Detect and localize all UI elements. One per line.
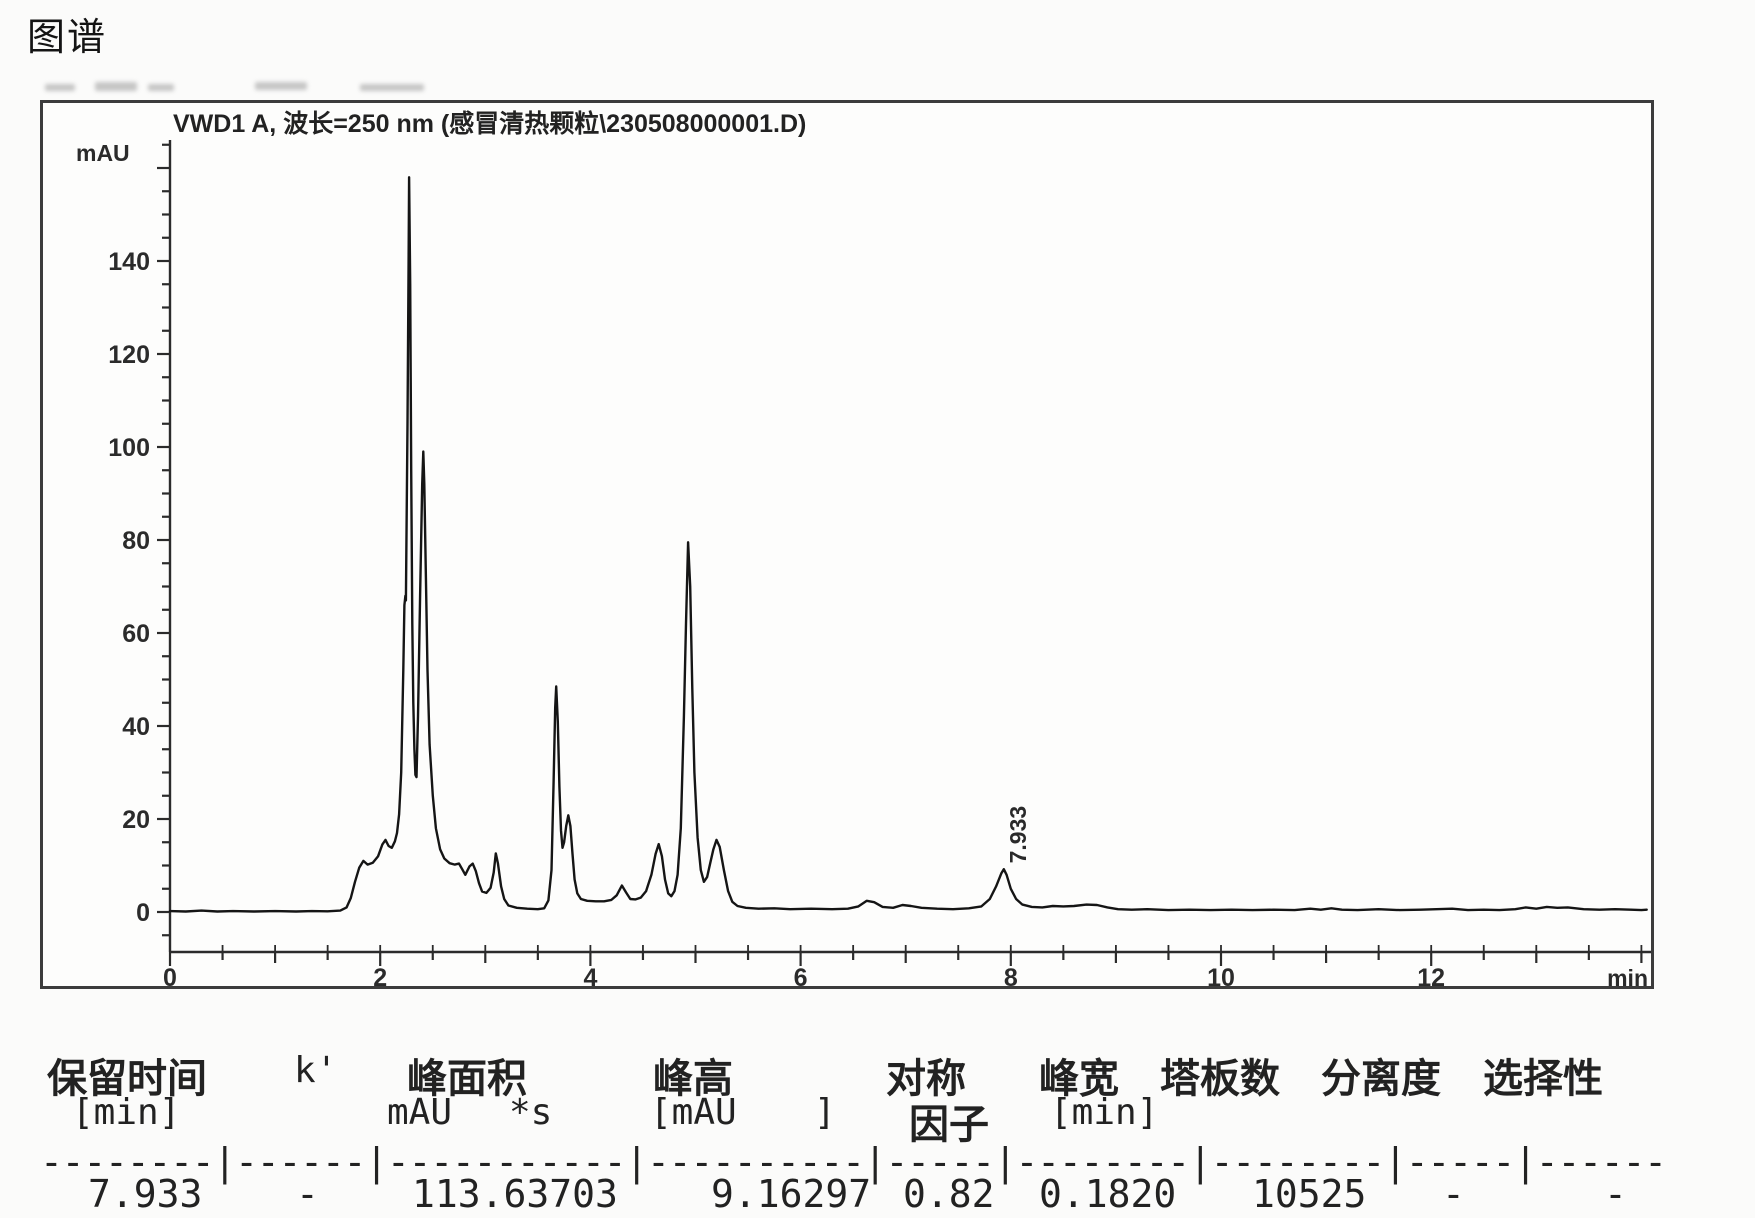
scan-artifact (148, 84, 174, 91)
peak-table-header-row2-cell-5: 因子 (909, 1102, 989, 1148)
svg-text:60: 60 (122, 620, 150, 648)
peak-table-header-row1-cell-7: 分离度 (1321, 1056, 1441, 1102)
peak-table-header-row2-cell-1: mAU (387, 1092, 453, 1133)
peak-table-data-row-cell-8: - (1604, 1172, 1627, 1216)
peak-table-header-row1-cell-3: 峰高 (653, 1056, 733, 1102)
svg-text:40: 40 (122, 713, 150, 741)
peak-table-separator: --------|------|-----------|----------|-… (40, 1140, 1667, 1184)
peak-table-header-row1-cell-4: 对称 (886, 1056, 966, 1102)
peak-table-data-row-cell-7: - (1442, 1172, 1465, 1216)
scan-artifact (45, 84, 75, 91)
svg-text:20: 20 (122, 806, 150, 834)
svg-text:120: 120 (108, 341, 150, 369)
svg-text:0: 0 (163, 964, 177, 989)
peak-table-header-row1-cell-8: 选择性 (1483, 1056, 1603, 1102)
peak-table-data-row-cell-4: 0.82 (903, 1172, 995, 1216)
peak-table-header-row2-cell-4: ] (814, 1092, 836, 1133)
chromatogram-trace (168, 176, 1648, 913)
peak-table-header-row2-cell-6: [min] (1050, 1092, 1159, 1133)
svg-text:0: 0 (136, 899, 150, 927)
svg-text:80: 80 (122, 527, 150, 555)
svg-text:2: 2 (373, 964, 387, 989)
svg-text:4: 4 (583, 964, 597, 989)
peak-table-header-row2-cell-3: [mAU (650, 1092, 737, 1133)
svg-text:12: 12 (1417, 964, 1445, 989)
scan-artifact (255, 82, 307, 90)
peak-table-data-row-cell-1: - (296, 1172, 319, 1216)
peak-table-data-row-cell-6: 10525 (1252, 1172, 1367, 1216)
peak-retention-time-label: 7.933 (1005, 806, 1031, 864)
svg-text:100: 100 (108, 434, 150, 462)
y-axis-unit-label: mAU (76, 140, 130, 166)
peak-table-header-row2-cell-2: *s (509, 1092, 553, 1133)
peak-table-data-row-cell-0: 7.933 (88, 1172, 203, 1216)
svg-text:10: 10 (1207, 964, 1235, 989)
chromatogram-plot: 0 20 40 60 80 100 120 140 0 2 4 6 8 10 12 7.933 min (108, 140, 1651, 989)
peak-table-header-row1: 保留时间 k' 峰面积 峰高 对称 峰宽 塔板数 分离度 选择性 (0, 1046, 1755, 1102)
peak-table-data-row-cell-3: 9.16297 (711, 1172, 872, 1216)
svg-text:8: 8 (1004, 964, 1018, 989)
y-axis: 0 20 40 60 80 100 120 140 (108, 140, 172, 952)
x-axis: 0 2 4 6 8 10 12 (163, 945, 1651, 989)
peak-table-header-row1-cell-6: 塔板数 (1160, 1056, 1280, 1102)
x-axis-unit-label: min (1607, 965, 1648, 989)
chromatogram-frame (40, 100, 1654, 989)
scan-artifact (360, 84, 424, 91)
peak-table-header-row1-cell-5: 峰宽 (1039, 1056, 1119, 1102)
peak-table-header-row1-cell-1: k' (294, 1050, 338, 1091)
peak-table-header-row1-cell-2: 峰面积 (407, 1056, 527, 1102)
svg-text:140: 140 (108, 248, 150, 276)
page-heading: 图谱 (27, 17, 108, 59)
scan-artifact (95, 82, 137, 91)
peak-table-data-row: 7.933 - 113.63703 9.16297 0.82 0.1820 10525 - - (0, 1172, 1755, 1218)
peak-table-data-row-cell-5: 0.1820 (1039, 1172, 1177, 1216)
chart-title: VWD1 A, 波长=250 nm (感冒清热颗粒\230508000001.D… (173, 110, 807, 138)
svg-text:6: 6 (794, 964, 808, 989)
peak-table-data-row-cell-2: 113.63703 (412, 1172, 618, 1216)
peak-table-header-row2: [min] mAU *s [mAU] 因子 [min] (0, 1092, 1755, 1148)
peak-table-header-row2-cell-0: [min] (72, 1092, 181, 1133)
peak-table: 保留时间 k' 峰面积 峰高 对称 峰宽 塔板数 分离度 选择性 [min] mAU *s [mAU]… (0, 1040, 1755, 1216)
peak-table-header-row1-cell-0: 保留时间 (47, 1056, 207, 1102)
